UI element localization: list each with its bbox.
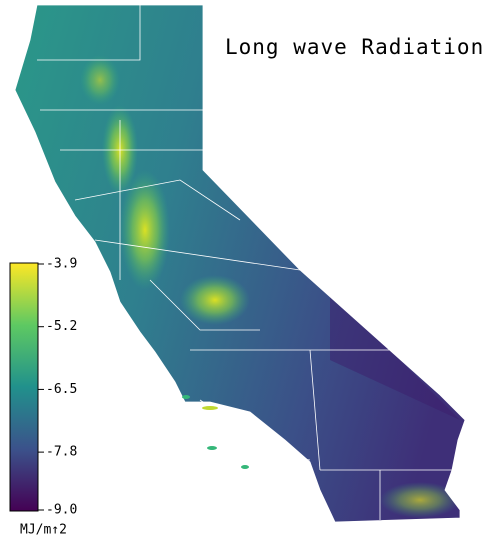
colorbar-unit: MJ/m↑2	[20, 523, 67, 538]
colorbar-tick-label: -9.0	[46, 503, 77, 518]
colorbar	[9, 262, 39, 512]
colorbar-tick-label: -3.9	[46, 257, 77, 272]
colorbar-tick-label: -6.5	[46, 382, 77, 397]
map-title: Long wave Radiation	[225, 35, 484, 59]
colorbar-tick-label: -5.2	[46, 319, 77, 334]
colorbar-tick-label: -7.8	[46, 445, 77, 460]
colorbar-ticks: -3.9 -5.2 -6.5 -7.8 -9.0	[38, 257, 77, 518]
